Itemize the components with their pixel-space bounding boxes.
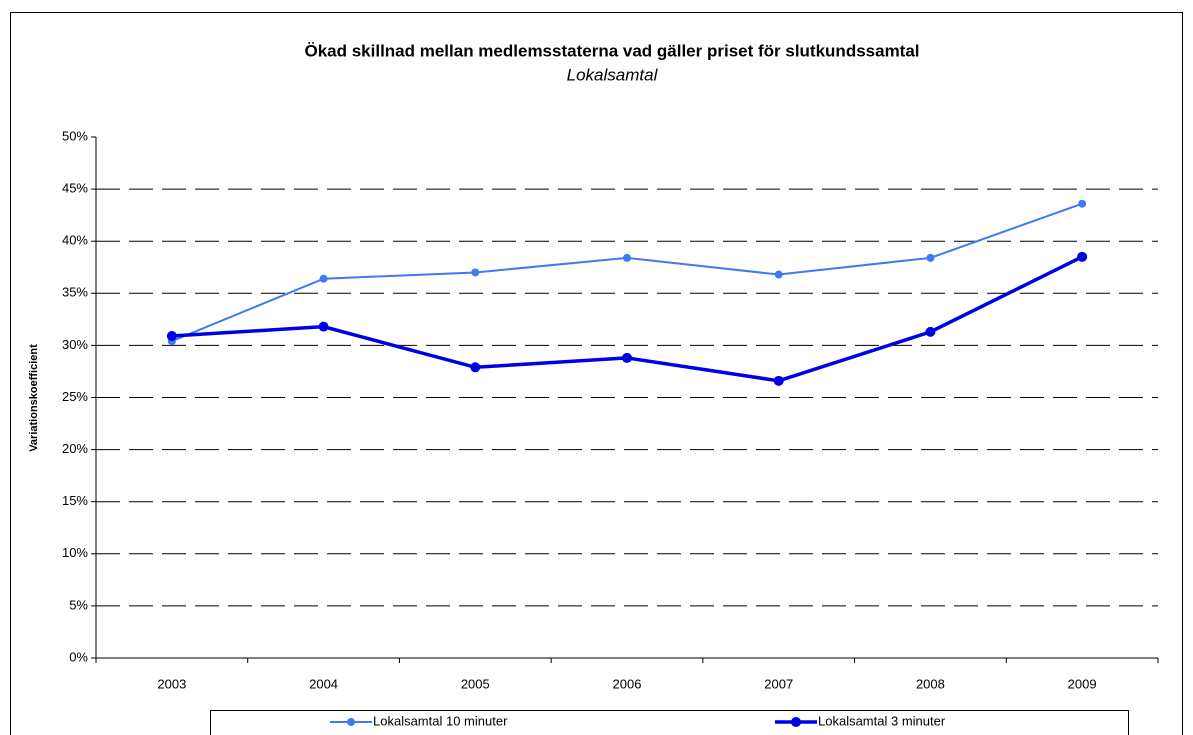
legend-label: Lokalsamtal 10 minuter [373,713,508,728]
y-axis-label: Variationskoefficient [28,344,40,452]
legend-marker [791,717,801,727]
data-point [623,253,631,262]
data-point [166,331,177,342]
y-tick-label: 25% [62,389,88,404]
x-tick-label: 2004 [309,676,338,691]
y-tick-label: 40% [62,233,88,248]
data-point [1077,251,1088,262]
data-point [622,352,632,363]
y-tick-label: 20% [62,441,88,456]
y-tick-label: 10% [62,545,88,560]
data-point [318,321,329,332]
data-point [319,274,328,283]
legend-marker [347,718,355,726]
data-point [1078,199,1087,208]
legend-label: Lokalsamtal 3 minuter [818,713,946,728]
data-point [774,270,783,279]
y-tick-label: 30% [62,337,88,352]
y-tick-label: 5% [69,597,88,612]
data-point [925,326,936,337]
x-tick-label: 2008 [916,676,945,691]
data-point [926,253,935,262]
x-tick-label: 2009 [1068,676,1097,691]
x-tick-label: 2007 [764,676,793,691]
y-tick-label: 0% [69,649,88,664]
chart-title: Ökad skillnad mellan medlemsstaterna vad… [304,41,919,60]
y-tick-label: 35% [62,285,88,300]
data-point [773,375,784,386]
y-tick-label: 50% [62,128,88,143]
data-point [471,268,480,277]
y-tick-label: 15% [62,493,88,508]
y-tick-label: 45% [62,181,88,196]
x-tick-label: 2005 [461,676,490,691]
chart-border [10,12,1183,735]
data-point [470,362,481,373]
x-tick-label: 2006 [613,676,642,691]
chart-subtitle: Lokalsamtal [567,65,659,84]
x-tick-label: 2003 [157,676,186,691]
